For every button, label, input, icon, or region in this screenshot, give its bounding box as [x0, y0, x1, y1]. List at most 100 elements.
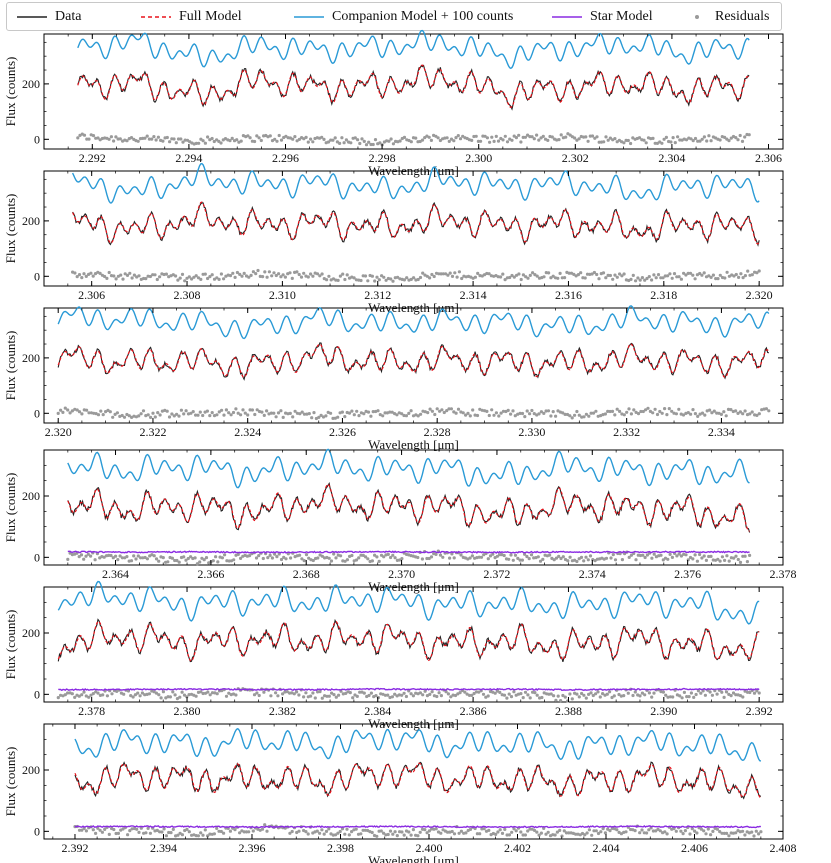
residual-point — [693, 277, 697, 281]
residual-point — [475, 413, 480, 418]
residual-point — [402, 413, 406, 418]
residual-point — [171, 690, 175, 694]
residual-point — [219, 272, 223, 276]
residual-point — [343, 559, 347, 563]
residual-point — [350, 830, 354, 834]
residual-point — [541, 134, 545, 138]
residual-point — [129, 694, 133, 698]
residual-point — [333, 416, 337, 420]
residual-point — [153, 415, 157, 419]
residual-point — [665, 413, 669, 417]
residual-point — [337, 693, 341, 697]
residual-point — [377, 559, 381, 564]
residual-point — [239, 556, 243, 561]
residual-point — [364, 143, 369, 147]
residual-point — [201, 139, 205, 143]
data-line — [77, 64, 750, 111]
residual-point — [102, 555, 106, 559]
residual-point — [158, 830, 162, 834]
residuals-points — [66, 549, 752, 566]
residual-point — [414, 136, 418, 140]
residual-point — [700, 137, 704, 141]
residual-point — [336, 831, 340, 835]
data-line — [74, 761, 762, 800]
residual-point — [93, 558, 97, 562]
residual-point — [446, 692, 450, 696]
residual-point — [307, 412, 311, 416]
residual-point — [470, 693, 474, 698]
residual-point — [679, 554, 684, 558]
full-model-line — [57, 343, 770, 379]
residual-point — [347, 833, 351, 837]
residual-point — [189, 555, 193, 559]
residual-point — [178, 831, 182, 835]
residual-point — [425, 556, 429, 561]
residual-point — [430, 690, 434, 694]
residual-point — [325, 694, 329, 698]
residual-point — [84, 694, 88, 698]
residual-point — [507, 833, 511, 837]
x-tick-label: 2.312 — [364, 288, 391, 302]
residual-point — [66, 691, 70, 695]
residual-point — [722, 831, 726, 836]
residual-point — [611, 553, 615, 557]
residual-point — [617, 692, 621, 697]
residual-point — [289, 556, 293, 560]
residual-point — [283, 275, 287, 279]
y-tick-label: 200 — [22, 626, 40, 640]
residual-point — [391, 279, 395, 283]
residual-point — [702, 271, 706, 275]
residual-point — [507, 557, 511, 561]
residual-point — [311, 140, 315, 144]
residual-point — [265, 409, 269, 413]
residual-point — [118, 554, 122, 558]
x-tick-label: 2.368 — [293, 567, 320, 581]
residual-point — [549, 692, 553, 696]
residual-point — [407, 830, 411, 834]
residual-point — [302, 695, 306, 699]
x-tick-label: 2.388 — [555, 704, 582, 718]
residual-point — [676, 135, 680, 139]
x-tick-label: 2.302 — [562, 151, 589, 165]
residual-point — [587, 692, 591, 697]
residual-point — [279, 557, 284, 562]
residual-point — [363, 828, 367, 832]
residual-point — [652, 273, 656, 277]
residual-point — [681, 413, 686, 417]
residual-point — [75, 408, 79, 412]
residual-point — [494, 411, 498, 415]
residual-point — [681, 832, 685, 836]
residual-point — [648, 409, 653, 413]
residual-point — [420, 557, 424, 561]
residual-point — [256, 268, 260, 273]
residual-point — [729, 408, 733, 412]
residual-point — [661, 558, 665, 562]
residual-point — [595, 135, 599, 139]
residual-point — [418, 691, 422, 695]
residual-point — [601, 692, 605, 696]
full-model-line — [77, 64, 750, 109]
residual-point — [91, 692, 95, 696]
residuals-points — [76, 132, 751, 147]
residual-point — [419, 412, 423, 416]
residual-point — [503, 134, 507, 138]
residual-point — [274, 691, 278, 695]
x-tick-label: 2.392 — [61, 841, 88, 855]
residual-point — [597, 140, 601, 144]
panel-frame — [43, 586, 784, 703]
residual-point — [438, 553, 443, 557]
residual-point — [112, 274, 116, 278]
residual-point — [453, 271, 457, 275]
residual-point — [199, 277, 203, 281]
residual-point — [622, 413, 626, 417]
residual-point — [759, 830, 763, 834]
residual-point — [217, 410, 221, 414]
residual-point — [679, 829, 683, 833]
residual-point — [709, 275, 713, 279]
residual-point — [719, 412, 724, 416]
residual-point — [210, 411, 214, 415]
legend-item-residuals: Residuals — [687, 3, 769, 30]
residual-point — [227, 411, 231, 415]
residual-point — [750, 830, 754, 834]
residual-point — [570, 697, 574, 701]
